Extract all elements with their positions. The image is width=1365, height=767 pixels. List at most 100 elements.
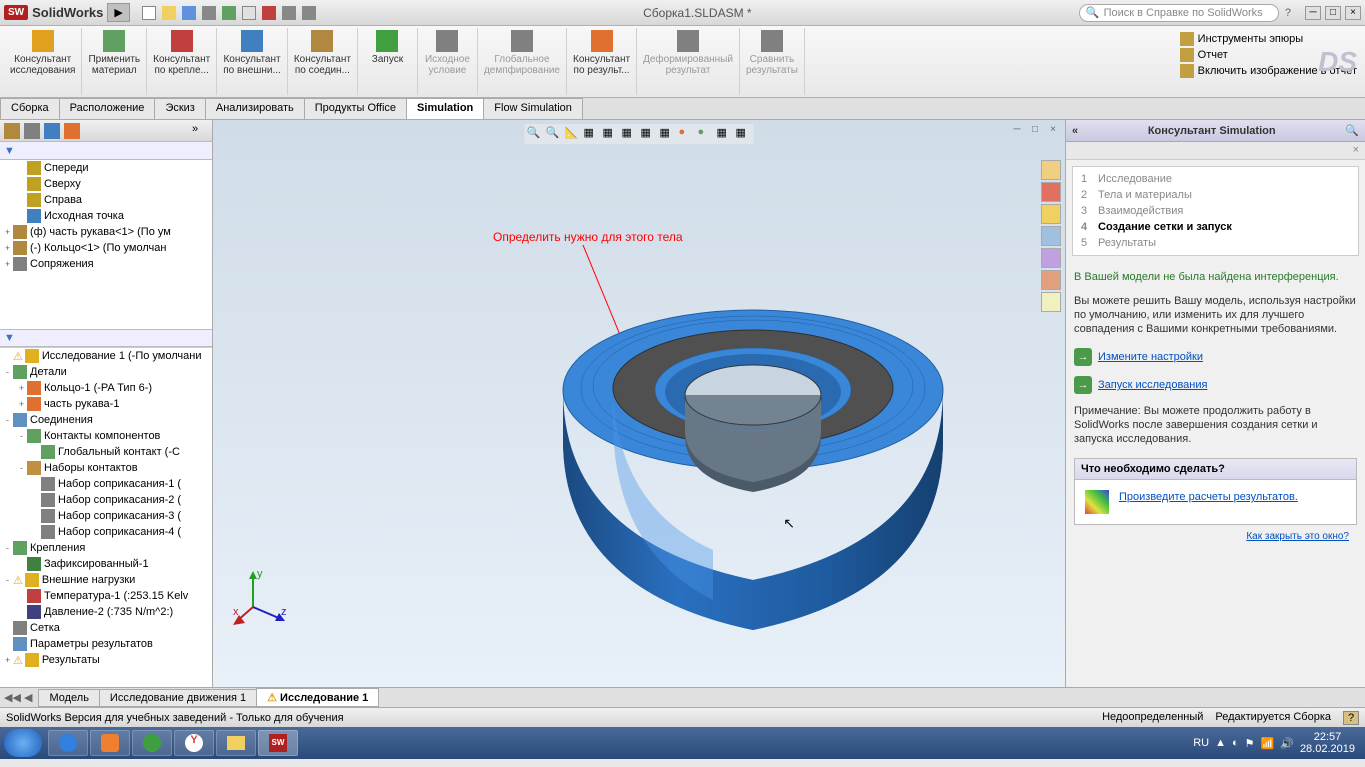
command-tab[interactable]: Flow Simulation [483,98,583,119]
consultant-step[interactable]: 4 Создание сетки и запуск [1077,219,1354,235]
tree-item[interactable]: -⚠Внешние нагрузки [0,572,212,588]
print-icon[interactable] [202,6,216,20]
tree-item[interactable]: Параметры результатов [0,636,212,652]
tree-item[interactable]: -Соединения [0,412,212,428]
tray-network-icon[interactable]: 📶 [1261,737,1275,750]
expand-icon[interactable]: - [2,575,13,585]
start-button[interactable] [4,729,42,757]
tree-item[interactable]: -Контакты компонентов [0,428,212,444]
help-search-input[interactable]: 🔍 Поиск в Справке по SolidWorks [1079,4,1279,22]
open-icon[interactable] [162,6,176,20]
status-help-icon[interactable]: ? [1343,711,1359,725]
tree-item[interactable]: Набор соприкасания-3 ( [0,508,212,524]
chart-icon[interactable] [1041,182,1061,202]
expand-icon[interactable]: + [2,243,13,253]
tree-item[interactable]: Спереди [0,160,212,176]
config-icon[interactable] [1041,248,1061,268]
zoom-fit-icon[interactable]: 🔍 [527,126,543,142]
layers-icon[interactable] [1041,226,1061,246]
tree-item[interactable]: -Наборы контактов [0,460,212,476]
section-icon[interactable]: ▦ [584,126,600,142]
tray-clock[interactable]: 22:57 28.02.2019 [1300,731,1361,755]
consultant-step[interactable]: 5 Результаты [1077,235,1354,251]
tree-item[interactable]: -Крепления [0,540,212,556]
home-icon[interactable] [1041,160,1061,180]
tree-item[interactable]: Набор соприкасания-1 ( [0,476,212,492]
consultant-step[interactable]: 1 Исследование [1077,171,1354,187]
ribbon-button[interactable]: Консультантпо внешни... [217,28,288,95]
expand-icon[interactable]: - [2,367,13,377]
command-tab[interactable]: Сборка [0,98,60,119]
tree-item[interactable]: Набор соприкасания-4 ( [0,524,212,540]
scene-icon[interactable]: ▦ [660,126,676,142]
ribbon-button[interactable]: Консультантпо соедин... [288,28,358,95]
ribbon-right-item[interactable]: Инструменты эпюры [1180,32,1357,46]
taskbar-ie[interactable] [48,730,88,756]
taskbar-solidworks[interactable]: SW [258,730,298,756]
select-icon[interactable] [242,6,256,20]
tray-icon2[interactable]: ⚑ [1245,737,1255,750]
ribbon-button[interactable]: Исходноеусловие [418,28,478,95]
tree-item[interactable]: Глобальный контакт (-С [0,444,212,460]
person-icon[interactable] [1041,292,1061,312]
command-tab[interactable]: Расположение [59,98,156,119]
expand-icon[interactable]: - [2,543,13,553]
view-orient-icon[interactable]: ▦ [603,126,619,142]
zoom-area-icon[interactable]: 🔍 [546,126,562,142]
tree-tab2-icon[interactable] [24,123,40,139]
tree-item[interactable]: Давление-2 (:735 N/m^2:) [0,604,212,620]
command-tab[interactable]: Анализировать [205,98,305,119]
tray-flag-icon[interactable]: ▲ [1215,737,1226,749]
expand-icon[interactable]: + [16,399,27,409]
taskbar-utorrent[interactable] [132,730,172,756]
todo-link[interactable]: Произведите расчеты результатов. [1119,490,1298,504]
tree-item[interactable]: +(ф) часть рукава<1> (По ум [0,224,212,240]
taskbar-explorer[interactable] [216,730,256,756]
minimize-button[interactable]: ─ [1305,6,1321,20]
consultant-search-icon[interactable]: 🔍 [1345,124,1359,137]
ribbon-button[interactable]: Консультантпо крепле... [147,28,217,95]
study-filter-bar[interactable]: ▼ [0,329,212,347]
tree-item[interactable]: +Кольцо-1 (-PA Тип 6-) [0,380,212,396]
consultant-close-icon[interactable]: × [1353,144,1359,157]
display-style-icon[interactable]: ▦ [622,126,638,142]
model-3d[interactable] [513,270,993,687]
vp-close-button[interactable]: × [1045,122,1061,136]
rebuild-icon[interactable] [262,6,276,20]
tree-item[interactable]: Сверху [0,176,212,192]
ribbon-button[interactable]: Консультантпо результ... [567,28,637,95]
command-tab[interactable]: Simulation [406,98,484,119]
tab-nav-left[interactable]: ◀◀ ◀ [4,691,32,704]
vp-maximize-button[interactable]: □ [1027,122,1043,136]
ribbon-button[interactable]: Запуск [358,28,418,95]
consultant-step[interactable]: 2 Тела и материалы [1077,187,1354,203]
command-tab[interactable]: Эскиз [154,98,205,119]
tree-item[interactable]: +⚠Результаты [0,652,212,668]
tree-item[interactable]: Зафиксированный-1 [0,556,212,572]
view-settings-icon[interactable]: ● [698,126,714,142]
action-run-study[interactable]: → Запуск исследования [1074,376,1357,394]
view-prev-icon[interactable]: 📐 [565,126,581,142]
tree-tab1-icon[interactable] [4,123,20,139]
consultant-step[interactable]: 3 Взаимодействия [1077,203,1354,219]
tree-item[interactable]: +часть рукава-1 [0,396,212,412]
new-icon[interactable] [142,6,156,20]
expand-icon[interactable]: - [2,415,13,425]
bottom-tab[interactable]: Модель [38,689,99,707]
tree-item[interactable]: Исходная точка [0,208,212,224]
action-change-settings[interactable]: → Измените настройки [1074,348,1357,366]
taskbar-wmp[interactable] [90,730,130,756]
tree-expand-icon[interactable]: » [192,123,208,139]
view-settings2-icon[interactable]: ▦ [717,126,733,142]
tray-icon1[interactable]: ◐ [1232,737,1239,749]
bottom-tab[interactable]: ⚠ Исследование 1 [256,688,379,707]
ribbon-button[interactable]: Консультантисследования [4,28,82,95]
how-to-close-link[interactable]: Как закрыть это окно? [1246,531,1349,542]
bottom-tab[interactable]: Исследование движения 1 [99,689,257,707]
close-button[interactable]: × [1345,6,1361,20]
folder-icon[interactable] [1041,204,1061,224]
expand-icon[interactable]: + [2,227,13,237]
tree-tab4-icon[interactable] [64,123,80,139]
view-settings3-icon[interactable]: ▦ [736,126,752,142]
vp-minimize-button[interactable]: ─ [1009,122,1025,136]
